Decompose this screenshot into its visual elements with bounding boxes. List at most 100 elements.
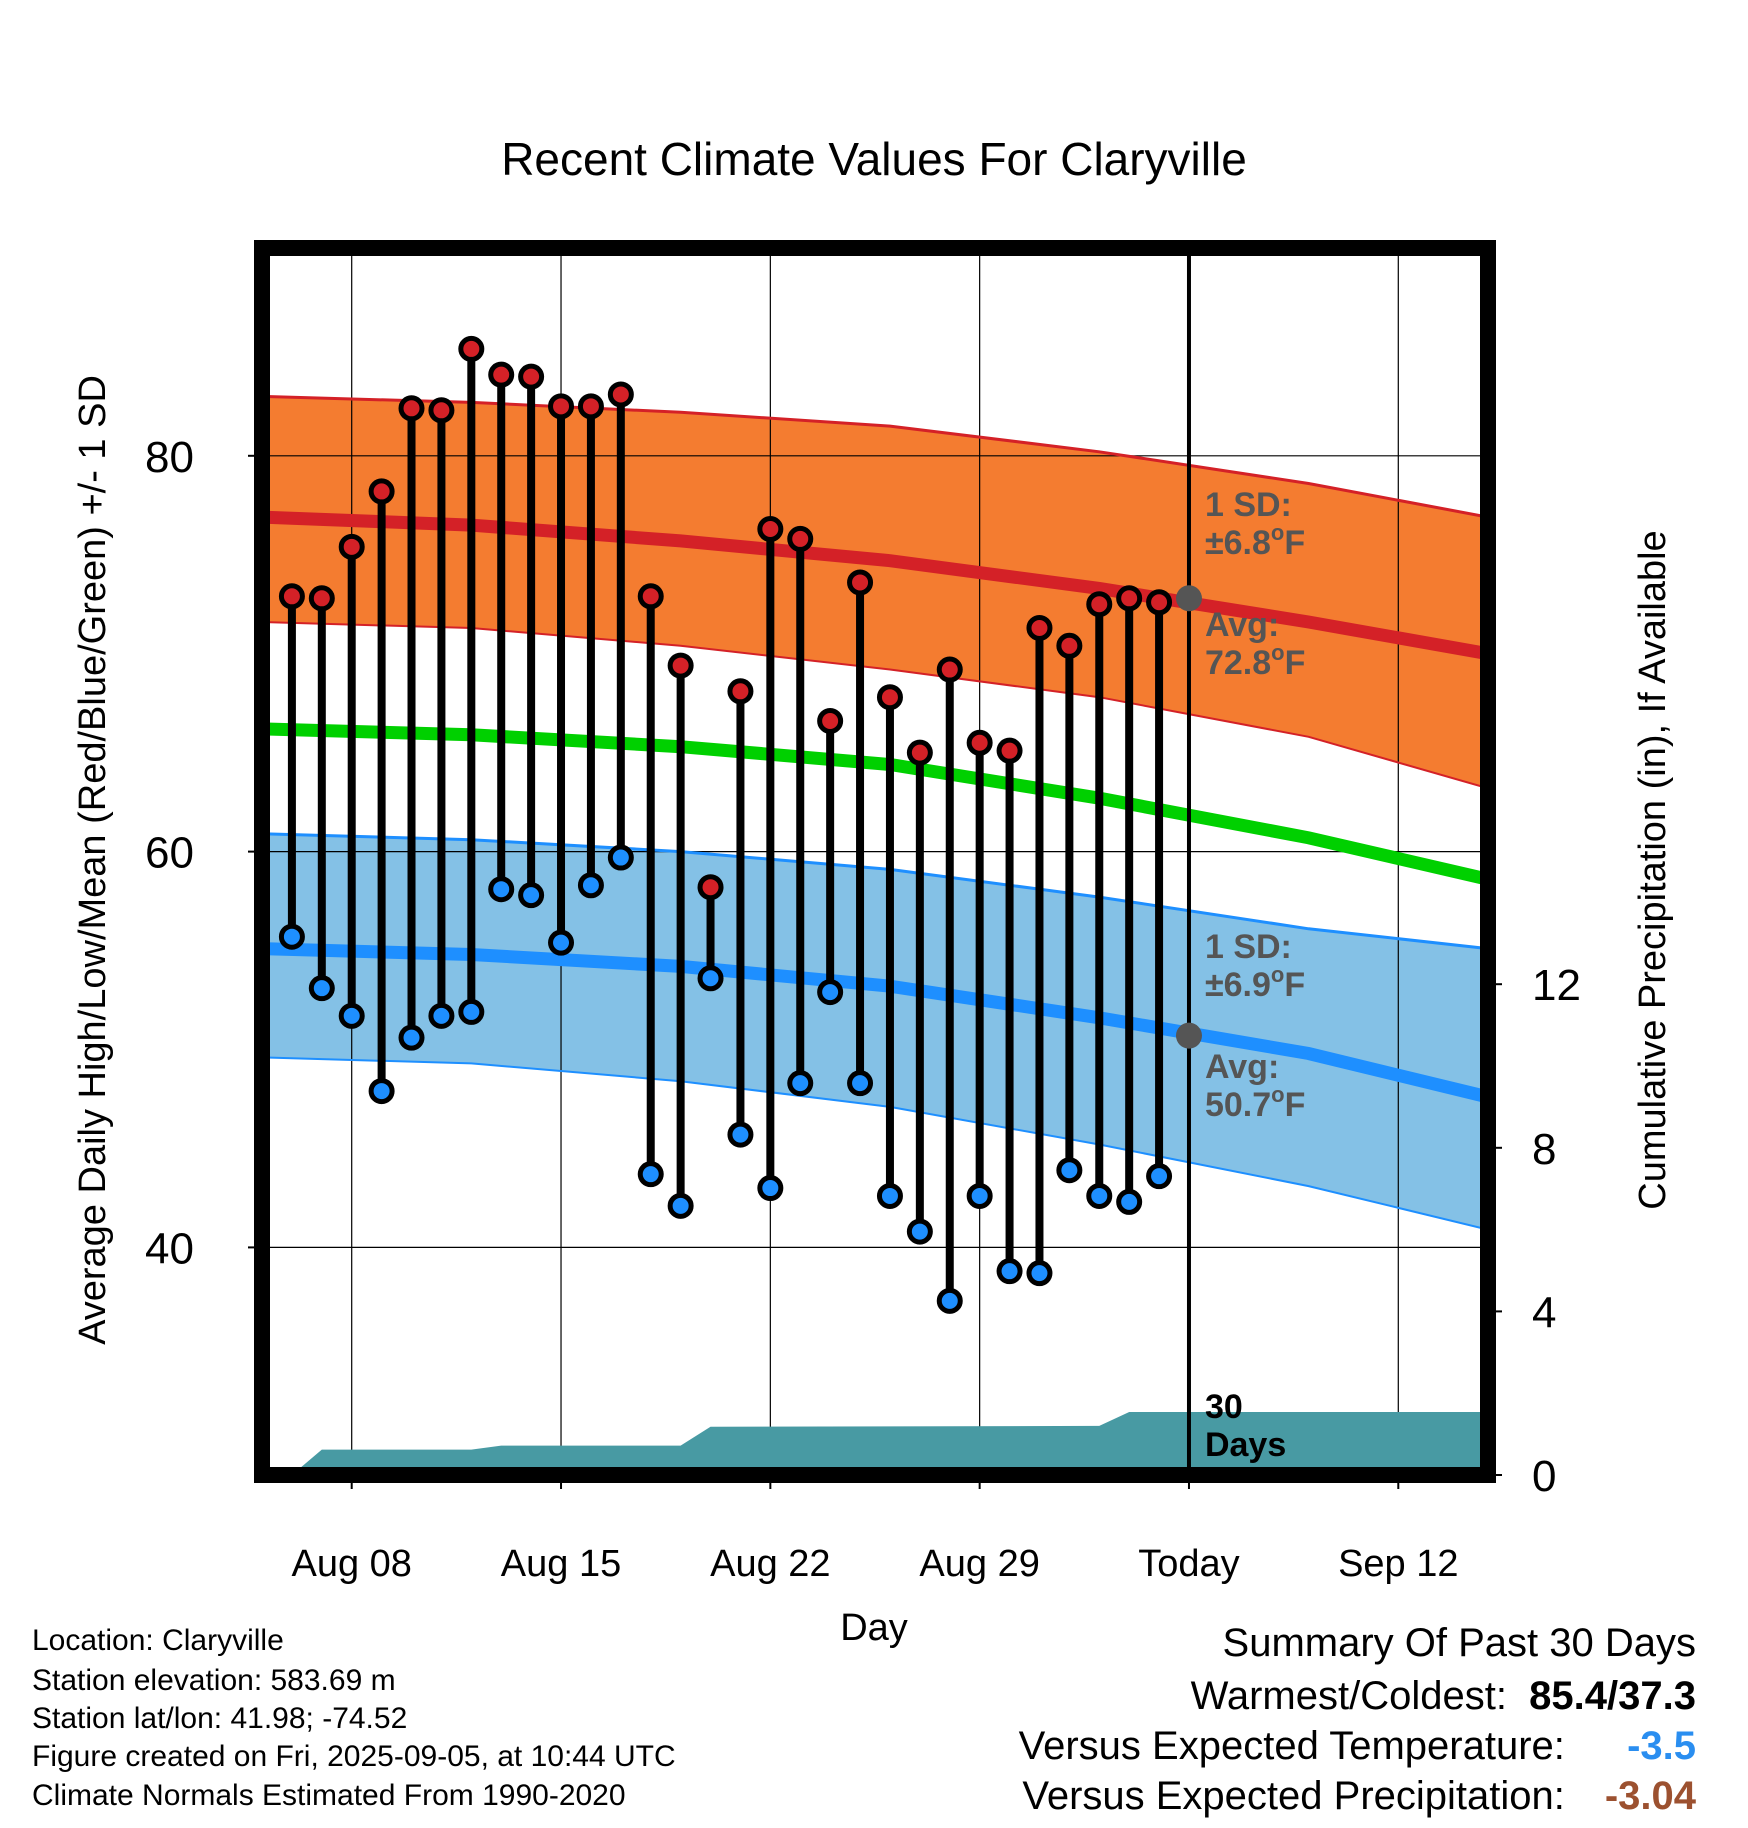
summary-title: Summary Of Past 30 Days [1222,1621,1696,1665]
chart-title: Recent Climate Values For Claryville [501,133,1247,185]
daily-high-point [577,393,604,420]
daily-low-point [338,1002,365,1029]
daily-low-point [607,844,634,871]
y-tick-label: 80 [145,433,194,482]
high-sd-annotation-degree: o [1271,520,1284,545]
summary-vs-temp-label: Versus Expected Temperature: [1018,1724,1565,1768]
low-avg-annotation-degree: o [1271,1082,1284,1107]
daily-low-point [518,882,545,909]
low-sd-annotation-degree: o [1271,962,1284,987]
daily-high-point [906,739,933,766]
summary-warmest-coldest: Warmest/Coldest: 85.4/37.3 [1191,1671,1696,1721]
high-avg-annotation-line1: Avg: [1205,606,1279,644]
today-high-normal-point [1175,585,1202,612]
low-sd-annotation: 1 SD: ±6.9oF [1205,928,1305,1004]
days-annotation-line2: Days [1205,1426,1286,1464]
y-tick-label: 40 [145,1224,194,1273]
daily-low-point [548,929,575,956]
daily-high-point [488,361,515,388]
summary-vs-precip-label: Versus Expected Precipitation: [1022,1774,1565,1818]
daily-high-point [936,656,963,683]
daily-low-point [996,1258,1023,1285]
y2-tick-label: 4 [1532,1288,1556,1337]
x-tick-label: Aug 08 [291,1543,411,1585]
summary-warmest-coldest-label: Warmest/Coldest: [1190,1674,1507,1718]
daily-low-point [1086,1182,1113,1209]
today-low-normal-point [1175,1022,1202,1049]
high-avg-annotation-degree: o [1271,640,1284,665]
days-annotation: 30 Days [1205,1388,1286,1464]
daily-low-point [577,872,604,899]
daily-low-point [458,998,485,1025]
y-axis-label: Average Daily High/Low/Mean (Red/Blue/Gr… [72,375,114,1345]
metadata-normals: Climate Normals Estimated From 1990-2020 [32,1779,626,1812]
summary-warmest-coldest-value: 85.4/37.3 [1529,1674,1696,1718]
summary-vs-temp: Versus Expected Temperature: -3.5 [1019,1721,1696,1771]
daily-low-point [308,975,335,1002]
daily-high-point [757,516,784,543]
high-sd-annotation-unit: F [1284,524,1305,562]
daily-high-point [607,381,634,408]
y2-tick-label: 0 [1532,1452,1556,1501]
high-sd-annotation: 1 SD: ±6.8oF [1205,486,1305,562]
daily-low-point [787,1070,814,1097]
summary-vs-precip: Versus Expected Precipitation: -3.04 [1022,1771,1696,1821]
daily-low-point [876,1182,903,1209]
daily-high-point [368,478,395,505]
daily-low-point [1146,1163,1173,1190]
daily-high-point [876,684,903,711]
daily-low-point [906,1218,933,1245]
daily-low-point [966,1182,993,1209]
axes: 40 60 80 0 4 8 12 Aug 08 Aug 15 Aug 22 Aug 29 Today… [145,240,1581,1585]
daily-high-point [518,363,545,390]
high-avg-annotation-line2: 72.8 [1205,644,1271,682]
daily-low-point [368,1078,395,1105]
low-sd-annotation-unit: F [1284,966,1305,1004]
daily-low-point [817,979,844,1006]
daily-low-point [428,1002,455,1029]
daily-high-point [966,729,993,756]
high-avg-annotation: Avg: 72.8oF [1205,606,1305,682]
daily-low-point [757,1175,784,1202]
low-avg-annotation: Avg: 50.7oF [1205,1048,1305,1124]
daily-high-point [637,583,664,610]
metadata-location: Location: Claryville [32,1624,284,1657]
daily-high-point [458,335,485,362]
daily-low-point [727,1121,754,1148]
daily-low-point [398,1024,425,1051]
x-tick-label: Aug 15 [501,1543,621,1585]
daily-low-point [667,1192,694,1219]
daily-high-point [398,395,425,422]
daily-low-point [278,923,305,950]
x-tick-label: Today [1138,1543,1239,1585]
daily-high-point [817,707,844,734]
daily-high-point [1056,632,1083,659]
days-annotation-line1: 30 [1205,1388,1243,1426]
daily-low-point [488,876,515,903]
x-axis-label: Day [840,1607,908,1649]
daily-high-point [1146,589,1173,616]
daily-high-point [847,569,874,596]
daily-high-point [787,525,814,552]
daily-low-point [637,1161,664,1188]
low-avg-annotation-unit: F [1285,1086,1306,1124]
plot-frame [254,240,1496,1483]
metadata-latlon: Station lat/lon: 41.98; -74.52 [32,1702,408,1735]
low-sd-annotation-line2: ±6.9 [1205,966,1271,1004]
daily-high-point [1026,614,1053,641]
high-sd-annotation-line1: 1 SD: [1205,486,1292,524]
high-avg-annotation-unit: F [1285,644,1306,682]
daily-high-point [996,737,1023,764]
y2-tick-label: 12 [1532,961,1581,1010]
high-sd-band [262,396,1488,789]
daily-low-point [847,1070,874,1097]
daily-low-point [1026,1260,1053,1287]
daily-high-point [338,533,365,560]
low-avg-annotation-line2: 50.7 [1205,1086,1271,1124]
x-tick-label: Sep 12 [1338,1543,1458,1585]
low-avg-annotation-line1: Avg: [1205,1048,1279,1086]
daily-high-point [1086,591,1113,618]
metadata-elevation: Station elevation: 583.69 m [32,1664,396,1697]
daily-high-point [727,678,754,705]
